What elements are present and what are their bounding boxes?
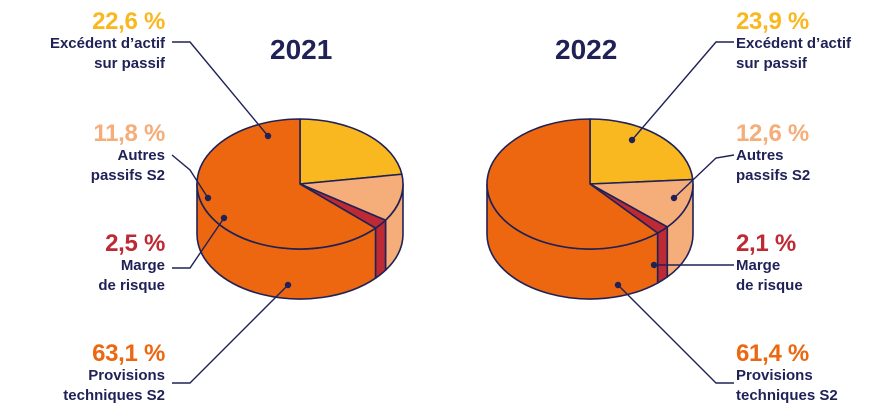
label-2022-provisions: 61,4 % Provisions techniques S2 bbox=[736, 342, 838, 406]
leader-line-2022-excedent bbox=[631, 41, 734, 141]
pie-side-2021-marge bbox=[374, 219, 387, 279]
leader-line-2021-provisions bbox=[172, 284, 289, 384]
leader-dot-2022-provisions bbox=[614, 281, 622, 289]
label-2021-provisions: 63,1 % Provisions techniques S2 bbox=[63, 342, 165, 406]
label-2021-autres: 11,8 % Autres passifs S2 bbox=[90, 120, 166, 186]
pie-slice-2022-provisions bbox=[486, 118, 659, 250]
pie-slice-2021-provisions bbox=[196, 118, 377, 250]
value-label-2022-excedent: 23,9 % bbox=[736, 8, 809, 35]
name-label-2021-marge-1: Marge bbox=[120, 257, 165, 274]
name-label-2021-provisions-1: Provisions bbox=[88, 367, 165, 384]
pie-slice-2021-excedent bbox=[299, 118, 403, 185]
leader-dot-2022-excedent bbox=[628, 136, 636, 144]
name-label-2022-marge-1: Marge bbox=[736, 257, 781, 274]
value-label-2021-autres: 11,8 % bbox=[93, 120, 165, 147]
pie-2022 bbox=[486, 41, 735, 384]
value-label-2022-autres: 12,6 % bbox=[736, 120, 809, 147]
leader-line-2022-provisions bbox=[617, 284, 734, 384]
name-label-2021-excedent-1: Excédent d’actif bbox=[49, 35, 165, 52]
leader-dot-2021-excedent bbox=[264, 132, 272, 140]
name-label-2021-excedent-2: sur passif bbox=[94, 55, 165, 72]
value-label-2021-marge: 2,5 % bbox=[105, 230, 165, 257]
name-label-2022-autres-1: Autres bbox=[736, 147, 784, 164]
leader-dot-2022-marge bbox=[650, 261, 658, 269]
label-2022-autres: 12,6 % Autres passifs S2 bbox=[736, 122, 810, 186]
label-2021-excedent: 22,6 % Excédent d’actif sur passif bbox=[50, 10, 165, 74]
leader-dot-2021-provisions bbox=[284, 281, 292, 289]
pie-2021 bbox=[171, 41, 404, 384]
label-2022-marge: 2,1 % Marge de risque bbox=[736, 232, 803, 296]
pie-slice-2022-autres bbox=[589, 178, 694, 228]
chart-title-2021: 2021 bbox=[270, 34, 333, 65]
leader-line-2021-excedent bbox=[172, 41, 269, 137]
pie-slice-2021-autres bbox=[299, 173, 404, 221]
value-label-2021-provisions: 63,1 % bbox=[92, 340, 165, 367]
name-label-2022-marge-2: de risque bbox=[736, 277, 803, 294]
name-label-2021-provisions-2: techniques S2 bbox=[63, 387, 165, 404]
label-2022-excedent: 23,9 % Excédent d’actif sur passif bbox=[736, 10, 851, 74]
name-label-2021-autres-2: passifs S2 bbox=[90, 167, 165, 184]
leader-dot-2021-autres bbox=[204, 194, 212, 202]
leader-line-2021-autres bbox=[171, 154, 209, 199]
chart-title-2022: 2022 bbox=[555, 34, 618, 65]
name-label-2021-marge-2: de risque bbox=[98, 277, 165, 294]
value-label-2022-marge: 2,1 % bbox=[736, 230, 796, 257]
name-label-2022-provisions-1: Provisions bbox=[736, 367, 813, 384]
value-label-2021-excedent: 22,6 % bbox=[92, 8, 165, 35]
name-label-2022-excedent-2: sur passif bbox=[736, 55, 807, 72]
leader-dot-2021-marge bbox=[220, 214, 228, 222]
value-label-2022-provisions: 61,4 % bbox=[736, 340, 809, 367]
label-2021-marge: 2,5 % Marge de risque bbox=[98, 232, 165, 296]
pie-slice-2022-excedent bbox=[589, 118, 694, 185]
pie-side-2022-marge bbox=[656, 226, 669, 284]
leader-line-2021-marge bbox=[172, 217, 225, 269]
name-label-2021-autres-1: Autres bbox=[117, 147, 165, 164]
leader-dot-2022-autres bbox=[670, 194, 678, 202]
leader-line-2022-autres bbox=[673, 154, 735, 199]
name-label-2022-provisions-2: techniques S2 bbox=[736, 387, 838, 404]
name-label-2022-excedent-1: Excédent d’actif bbox=[736, 35, 852, 52]
name-label-2022-autres-2: passifs S2 bbox=[736, 167, 811, 184]
